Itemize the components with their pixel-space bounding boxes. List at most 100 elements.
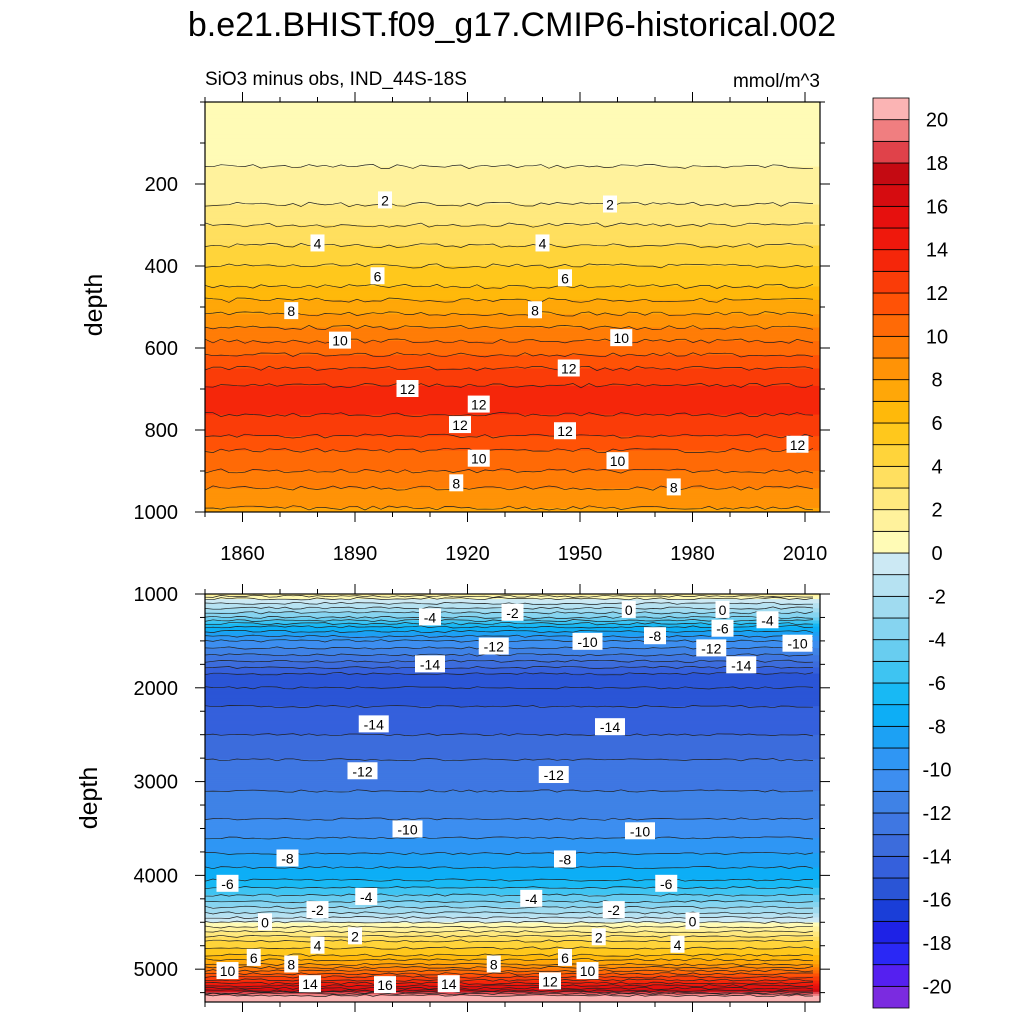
fill-band bbox=[205, 151, 820, 153]
svg-text:-10: -10 bbox=[787, 636, 807, 652]
contour-line bbox=[205, 878, 814, 882]
fill-band bbox=[205, 209, 820, 212]
fill-band bbox=[205, 460, 820, 463]
fill-band bbox=[205, 259, 820, 262]
fill-band bbox=[205, 917, 820, 919]
fill-band bbox=[205, 359, 820, 361]
fill-band bbox=[205, 776, 820, 779]
fill-band bbox=[205, 719, 820, 722]
fill-band bbox=[205, 702, 820, 704]
fill-band bbox=[205, 814, 820, 816]
fill-band bbox=[205, 945, 820, 948]
fill-band bbox=[205, 230, 820, 232]
colorbar: -20-18-16-14-12-10-8-6-4-202468101214161… bbox=[872, 97, 951, 1009]
svg-text:4: 4 bbox=[314, 235, 322, 251]
colorbar-tick-label: 0 bbox=[931, 543, 942, 565]
fill-band bbox=[205, 744, 820, 747]
svg-text:12: 12 bbox=[790, 437, 806, 453]
fill-band bbox=[205, 954, 820, 956]
fill-band bbox=[205, 433, 820, 435]
fill-band bbox=[205, 135, 820, 138]
colorbar-box bbox=[872, 660, 910, 684]
svg-text:12: 12 bbox=[471, 397, 487, 413]
fill-band bbox=[205, 119, 820, 122]
contour-line bbox=[205, 634, 814, 638]
fill-band bbox=[205, 680, 820, 683]
fill-band bbox=[205, 867, 820, 869]
fill-band bbox=[205, 999, 820, 1002]
fill-band bbox=[205, 741, 820, 744]
fill-band bbox=[205, 136, 820, 139]
lower-panel-contour-labels: -4 -2 0 0 -4 -6 -8 -10 -12 -12 -10 -14 -14 -14 -14 -12 -… bbox=[216, 600, 813, 994]
colorbar-box bbox=[872, 314, 910, 337]
contour-line bbox=[205, 468, 814, 474]
fill-band bbox=[205, 173, 820, 176]
fill-band bbox=[205, 993, 820, 996]
contour-label: 2 bbox=[378, 191, 392, 209]
svg-text:6: 6 bbox=[250, 950, 258, 966]
fill-band bbox=[205, 103, 820, 105]
fill-band bbox=[205, 684, 820, 687]
colorbar-tick-label: 4 bbox=[931, 456, 942, 478]
fill-band bbox=[205, 664, 820, 666]
fill-band bbox=[205, 418, 820, 421]
fill-band bbox=[205, 750, 820, 752]
fill-band bbox=[205, 802, 820, 804]
fill-band bbox=[205, 267, 820, 269]
fill-band bbox=[205, 318, 820, 320]
contour-line bbox=[205, 817, 814, 821]
fill-band bbox=[205, 872, 820, 875]
fill-band bbox=[205, 670, 820, 673]
svg-text:0: 0 bbox=[689, 913, 697, 929]
fill-band bbox=[205, 213, 820, 216]
fill-band bbox=[205, 174, 820, 177]
fill-band bbox=[205, 598, 820, 600]
contour-line bbox=[205, 886, 814, 890]
fill-band bbox=[205, 432, 820, 434]
fill-band bbox=[205, 731, 820, 734]
fill-band bbox=[205, 486, 820, 488]
colorbar-tick-label: 12 bbox=[926, 283, 948, 305]
fill-band bbox=[205, 330, 820, 333]
colorbar-box bbox=[872, 162, 910, 186]
fill-band bbox=[205, 167, 820, 170]
fill-band bbox=[205, 800, 820, 802]
fill-band bbox=[205, 625, 820, 628]
fill-band bbox=[205, 390, 820, 392]
colorbar-tick-label: 10 bbox=[926, 326, 948, 348]
fill-band bbox=[205, 898, 820, 901]
contour-label: -12 bbox=[538, 766, 569, 784]
fill-band bbox=[205, 143, 820, 145]
svg-text:8: 8 bbox=[452, 475, 460, 491]
fill-band bbox=[205, 490, 820, 493]
fill-band bbox=[205, 678, 820, 681]
fill-band bbox=[205, 345, 820, 348]
fill-band bbox=[205, 491, 820, 494]
fill-band bbox=[205, 896, 820, 899]
colorbar-box bbox=[872, 790, 910, 814]
fill-band bbox=[205, 320, 820, 322]
fill-band bbox=[205, 455, 820, 458]
fill-band bbox=[205, 207, 820, 210]
fill-band bbox=[205, 841, 820, 844]
fill-band bbox=[205, 908, 820, 910]
fill-band bbox=[205, 206, 820, 209]
fill-band bbox=[205, 172, 820, 175]
fill-band bbox=[205, 292, 820, 295]
fill-band bbox=[205, 102, 820, 104]
fill-band bbox=[205, 281, 820, 283]
fill-band bbox=[205, 852, 820, 854]
fill-band bbox=[205, 367, 820, 370]
contour-line bbox=[205, 412, 814, 418]
fill-band bbox=[205, 415, 820, 418]
fill-band bbox=[205, 849, 820, 851]
contour-label: 8 bbox=[666, 478, 681, 496]
fill-band bbox=[205, 158, 820, 160]
svg-text:12: 12 bbox=[542, 973, 558, 989]
x-tick-label: 1980 bbox=[670, 543, 715, 565]
fill-band bbox=[205, 693, 820, 696]
fill-band bbox=[205, 624, 820, 627]
svg-text:-12: -12 bbox=[701, 640, 721, 656]
fill-band bbox=[205, 425, 820, 428]
fill-band bbox=[205, 968, 820, 970]
